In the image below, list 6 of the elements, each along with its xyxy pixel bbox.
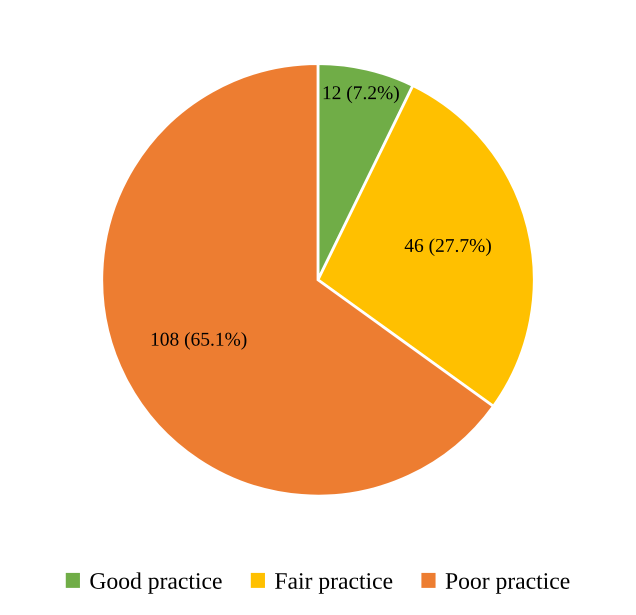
data-label: 108 (65.1%) — [152, 332, 246, 350]
data-label: 12 (7.2%) — [324, 86, 399, 104]
legend-label: Good practice — [90, 572, 222, 594]
legend-label: Poor practice — [446, 573, 570, 594]
legend-label: Fair practice — [275, 573, 392, 594]
data-label: 46 (27.7%) — [404, 238, 491, 256]
